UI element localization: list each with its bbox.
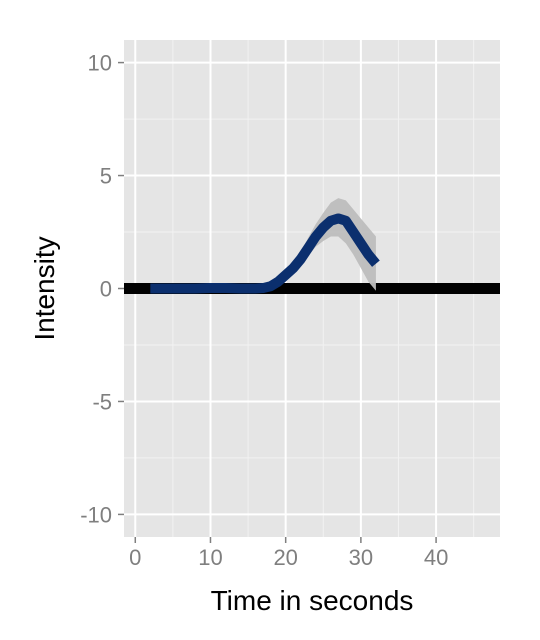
- y-tick-label: 0: [100, 277, 112, 302]
- y-tick-label: -10: [80, 502, 112, 527]
- x-axis-title: Time in seconds: [211, 585, 414, 616]
- x-tick-label: 20: [273, 545, 297, 570]
- confidence-band: [150, 198, 376, 291]
- x-tick-label: 0: [129, 545, 141, 570]
- series-line: [150, 213, 380, 294]
- x-tick-label: 40: [424, 545, 448, 570]
- data-layer: [124, 198, 500, 294]
- axes: 0 10 20 30 40 -10 -5 0 5 10 Time in seconds Intensi…: [29, 51, 448, 616]
- x-tick-label: 10: [198, 545, 222, 570]
- y-tick-label: 5: [100, 164, 112, 189]
- y-axis-title: Intensity: [29, 236, 60, 340]
- y-tick-label: 10: [88, 51, 112, 76]
- y-tick-label: -5: [92, 389, 112, 414]
- x-tick-label: 30: [349, 545, 373, 570]
